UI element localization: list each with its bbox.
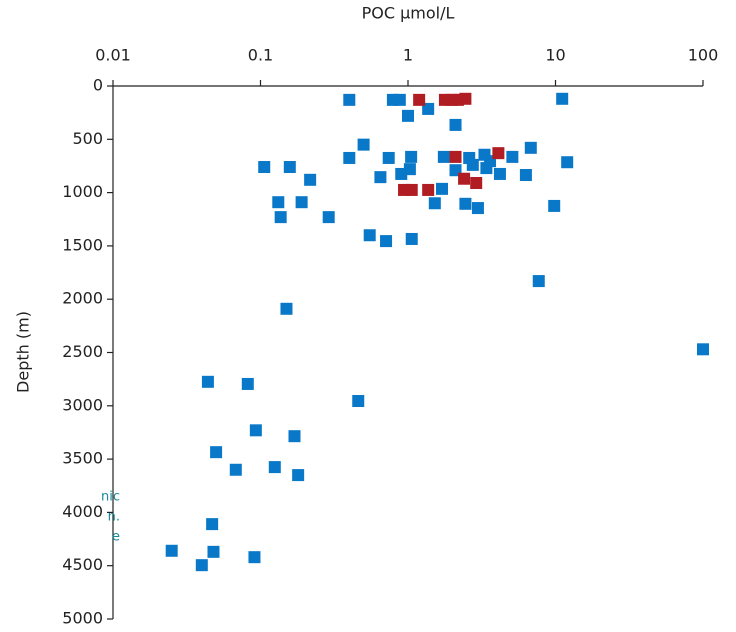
point [248,551,261,564]
point [493,167,506,180]
point [480,162,493,175]
point [357,138,370,151]
x-tick-label: 0.1 [248,46,273,65]
point [393,93,406,106]
point [458,172,471,185]
y-tick-label: 3500 [62,449,103,468]
point [304,173,317,186]
point [288,430,301,443]
point [449,118,462,131]
annotation: n. [108,510,120,525]
point [363,229,376,242]
point [258,161,271,174]
y-tick-label: 5000 [62,609,103,628]
point [207,545,220,558]
point [274,211,287,224]
point [459,197,472,210]
point [405,232,418,245]
point [343,93,356,106]
point [556,92,569,105]
point [437,150,450,163]
point [402,109,414,122]
y-tick-label: 3000 [62,395,103,414]
point [561,156,574,169]
point [449,150,462,163]
y-tick-label: 1500 [62,235,103,254]
y-tick-label: 0 [93,76,103,95]
point [268,461,281,474]
point [280,302,293,315]
point [697,343,709,356]
x-tick-label: 10 [545,46,565,65]
point [405,150,418,163]
point [506,150,519,163]
point [272,196,285,209]
point [471,202,484,215]
point [380,235,393,248]
point [382,151,395,164]
annotation: nic [101,490,120,505]
x-axis-title: POC µmol/L [362,4,455,23]
point [435,182,448,195]
y-tick-label: 1000 [62,182,103,201]
point [422,183,435,196]
y-tick-label: 4500 [62,555,103,574]
point [292,469,305,482]
y-tick-label: 2500 [62,342,103,361]
x-tick-label: 0.01 [95,46,131,65]
point [343,151,356,164]
point [548,199,561,212]
point [283,161,296,174]
x-tick-label: 100 [688,46,719,65]
point [422,102,435,115]
point [322,211,335,224]
point [201,375,214,388]
point [519,169,532,182]
point [206,518,219,531]
y-axis-title: Depth (m) [14,311,33,393]
point [210,446,223,459]
point [405,183,418,196]
point [470,177,483,190]
point [532,275,545,288]
point [249,424,262,437]
x-tick-label: 1 [403,46,413,65]
point [492,147,505,160]
point [352,395,365,408]
point [165,544,178,557]
point [229,463,242,476]
point [466,158,479,171]
point [241,377,254,390]
point [295,196,308,209]
point [428,197,441,210]
point [395,167,408,180]
y-tick-label: 500 [72,129,103,148]
y-tick-label: 4000 [62,502,103,521]
point [374,171,387,184]
annotation: e [112,530,120,545]
point [195,559,208,572]
point [524,141,537,154]
y-tick-label: 2000 [62,289,103,308]
point [459,92,472,105]
point [413,93,426,106]
